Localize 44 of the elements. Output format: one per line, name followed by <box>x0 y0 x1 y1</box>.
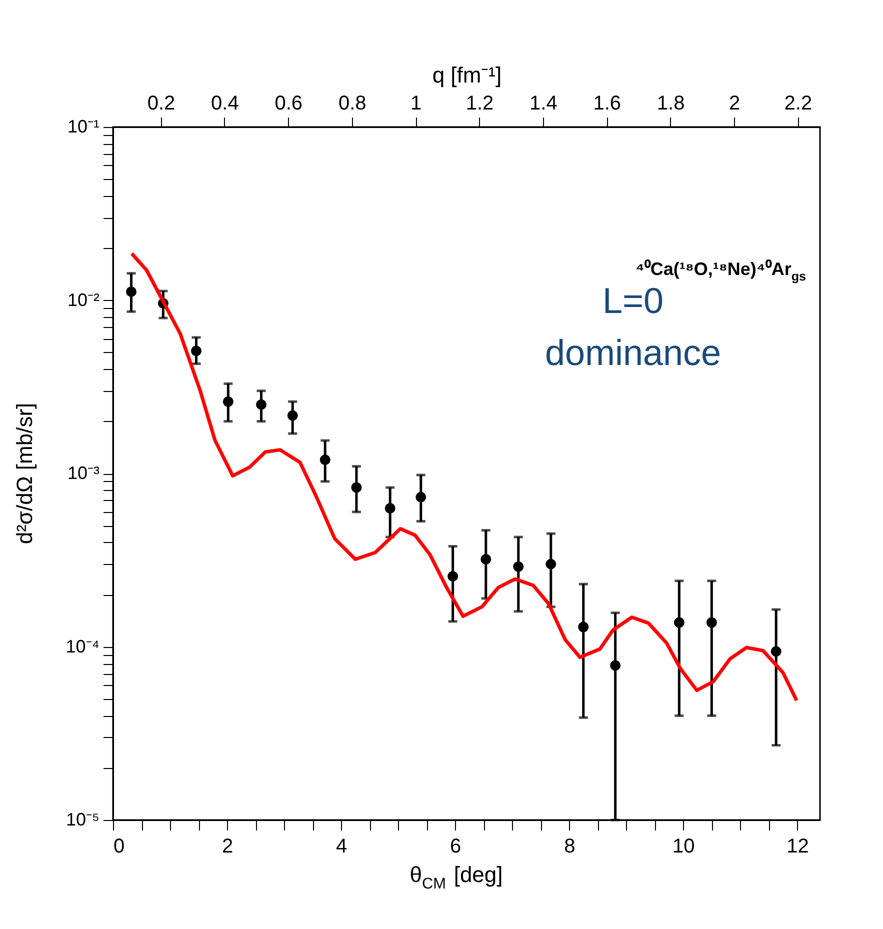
y-tick-label: 10⁻³ <box>67 463 100 483</box>
y-tick-label: 10⁻¹ <box>67 116 100 136</box>
y-tick-label: 10⁻⁴ <box>66 636 100 656</box>
x-tick-label: 4 <box>336 836 348 858</box>
x2-tick-label: 1.8 <box>656 92 685 114</box>
x2-tick-label: 2 <box>728 92 740 114</box>
point <box>416 492 426 502</box>
point <box>191 346 202 356</box>
x2-axis-title: q [fm⁻¹] <box>432 62 502 88</box>
x-tick-label: 0 <box>114 836 125 858</box>
point <box>384 503 396 514</box>
x2-tick-label: 1.6 <box>593 92 622 114</box>
x2-tick-label: 0.2 <box>147 92 176 114</box>
point <box>546 558 556 570</box>
x2-tick-label: 0.6 <box>274 92 303 114</box>
x2-tick-label: 0.8 <box>338 92 366 114</box>
point <box>320 454 330 466</box>
x2-tick-label: 0.4 <box>211 92 239 114</box>
y-tick-label: 10⁻⁵ <box>66 810 100 830</box>
x2-tick-label: 1.2 <box>466 92 494 114</box>
point <box>222 396 234 407</box>
point <box>287 410 298 421</box>
x-tick-label: 6 <box>450 836 462 858</box>
point <box>513 561 524 572</box>
y-axis-title: d²σ/dΩ [mb/sr] <box>12 402 37 544</box>
point <box>706 617 717 628</box>
x2-tick-label: 1 <box>410 92 422 114</box>
point <box>126 286 136 297</box>
x-tick-label: 8 <box>564 836 576 858</box>
point <box>610 660 621 671</box>
point <box>674 617 684 628</box>
point <box>578 622 589 632</box>
point <box>351 482 362 493</box>
x-tick-label: 12 <box>786 836 809 858</box>
x2-tick-label: 2.2 <box>784 92 812 114</box>
x-tick-label: 2 <box>222 836 234 858</box>
point <box>256 399 266 410</box>
point <box>770 646 782 657</box>
annotation: L=0 dominance <box>544 280 722 373</box>
x2-tick-label: 1.4 <box>530 92 558 114</box>
x-tick-label: 10 <box>672 836 695 858</box>
point <box>480 554 492 564</box>
y-tick-label: 10⁻² <box>67 290 100 310</box>
point <box>448 571 458 582</box>
